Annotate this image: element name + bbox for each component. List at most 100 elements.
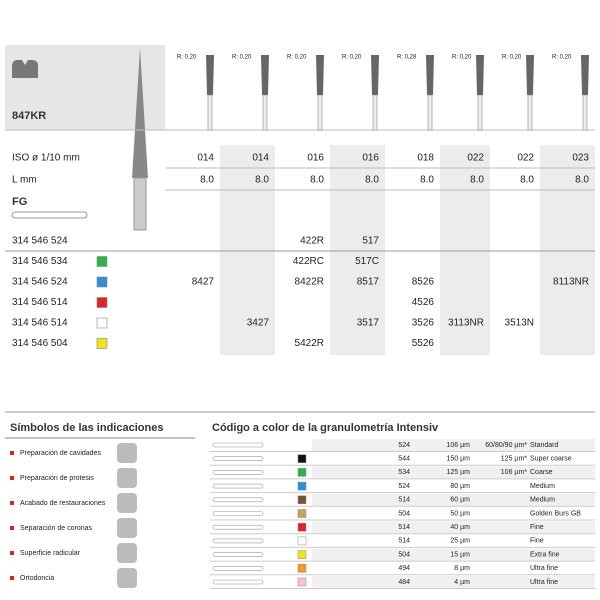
color-swatch [96, 276, 108, 288]
color-swatch [297, 495, 307, 505]
section-title: Código a color de la granulometría Inten… [212, 422, 439, 434]
color-swatch [96, 297, 108, 308]
section-title: Símbolos de las indicaciones [10, 422, 163, 434]
cell: 3513N [505, 318, 534, 329]
bur-drawing [212, 552, 264, 557]
bur-neck [317, 94, 323, 131]
cell: 8526 [412, 277, 435, 288]
color-swatch [297, 509, 307, 518]
grit-label: Medium [530, 497, 555, 504]
bur-neck [262, 94, 268, 131]
indication-icon [117, 493, 137, 513]
cell: 022 [467, 153, 484, 164]
ref-number: 314 546 524 [12, 236, 68, 247]
color-swatch [297, 454, 307, 463]
cell: 016 [362, 153, 379, 164]
bur-neck [207, 94, 213, 131]
bur-tip [371, 55, 379, 95]
radius-label: R: 0,20 [452, 55, 472, 61]
column-shade [540, 145, 595, 355]
grit-label: Standard [530, 442, 559, 449]
indication: Separación de coronas [20, 525, 92, 532]
crown-icon [12, 60, 38, 78]
bur-drawing [212, 579, 264, 585]
grit-code: 514 [398, 524, 410, 531]
row-shade [312, 534, 595, 547]
cell: 023 [572, 153, 589, 164]
grit-label: Super coarse [530, 456, 572, 463]
radius-label: R: 0,20 [177, 55, 197, 61]
grit-code: 514 [398, 497, 410, 504]
indication: Ortodoncia [20, 575, 54, 582]
cell: 8113NR [553, 277, 589, 288]
cell: 8.0 [365, 175, 379, 186]
color-swatch [297, 536, 307, 546]
bur-tip [261, 55, 269, 95]
grit-label: Fine [530, 538, 544, 545]
cell: 8427 [192, 277, 215, 288]
bur-tip [476, 55, 484, 95]
radius-label: R: 0,20 [232, 55, 252, 61]
indication-icon [117, 568, 137, 588]
grit-size: 8 µm [454, 565, 470, 572]
cell: 4526 [412, 297, 435, 308]
cell: 517 [362, 236, 379, 247]
bullet [10, 576, 14, 580]
grit-label: Golden Burs GB [530, 510, 581, 517]
ref-number: 314 546 514 [12, 318, 68, 329]
bur-tip [316, 55, 324, 95]
grit-label: Coarse [530, 469, 553, 476]
ref-number: 314 546 504 [12, 338, 68, 349]
bullet [10, 476, 14, 480]
cell: 018 [417, 153, 434, 164]
row-shade [312, 562, 595, 575]
bullet [10, 501, 14, 505]
grit-label: Ultra fine [530, 565, 558, 572]
indication: Acabado de restauraciones [20, 500, 106, 507]
grit-label: Medium [530, 483, 555, 490]
cell: 422RC [293, 256, 324, 267]
grit-code: 504 [398, 510, 410, 517]
color-swatch [297, 481, 307, 491]
row-shade [312, 521, 595, 534]
grit-code: 514 [398, 538, 410, 545]
cell: 8.0 [575, 175, 589, 186]
ref-number: 314 546 524 [12, 277, 68, 288]
radius-label: R: 0,28 [397, 55, 417, 61]
grit-label: Extra fine [530, 551, 560, 558]
color-swatch [297, 550, 307, 559]
bur-neck [582, 94, 588, 131]
radius-label: R: 0,20 [552, 55, 572, 61]
bur-drawing [212, 565, 264, 571]
grit-code: 524 [398, 483, 410, 490]
shank-drawing [11, 211, 88, 219]
radius-label: R: 0,20 [502, 55, 522, 61]
bur-neck [527, 94, 533, 131]
grit-size: 25 µm [450, 538, 470, 545]
grit-code: 524 [398, 442, 410, 449]
cell: 3427 [247, 318, 270, 329]
cell: 8.0 [310, 175, 324, 186]
indication: Preparación de cavidades [20, 450, 101, 457]
color-swatch [297, 468, 307, 477]
color-swatch [297, 577, 307, 587]
grit-code: 534 [398, 469, 410, 476]
grit-size: 60 µm [450, 497, 470, 504]
cell: 016 [307, 153, 324, 164]
row-shade [312, 439, 595, 451]
cell: 8.0 [420, 175, 434, 186]
bur-drawing [212, 442, 264, 448]
row-label: ISO ø 1/10 mm [12, 153, 80, 164]
color-swatch [297, 564, 307, 573]
bur-shank [133, 177, 147, 231]
grit-code: 504 [398, 551, 410, 558]
bur-drawing [212, 497, 264, 503]
color-swatch [297, 522, 307, 532]
grit-size: 125 µm [447, 469, 471, 476]
grit-size: 106 µm [447, 442, 471, 449]
indication-icon [117, 443, 137, 463]
bullet [10, 526, 14, 530]
bur-drawing [212, 538, 264, 544]
product-name: 847KR [12, 110, 46, 122]
